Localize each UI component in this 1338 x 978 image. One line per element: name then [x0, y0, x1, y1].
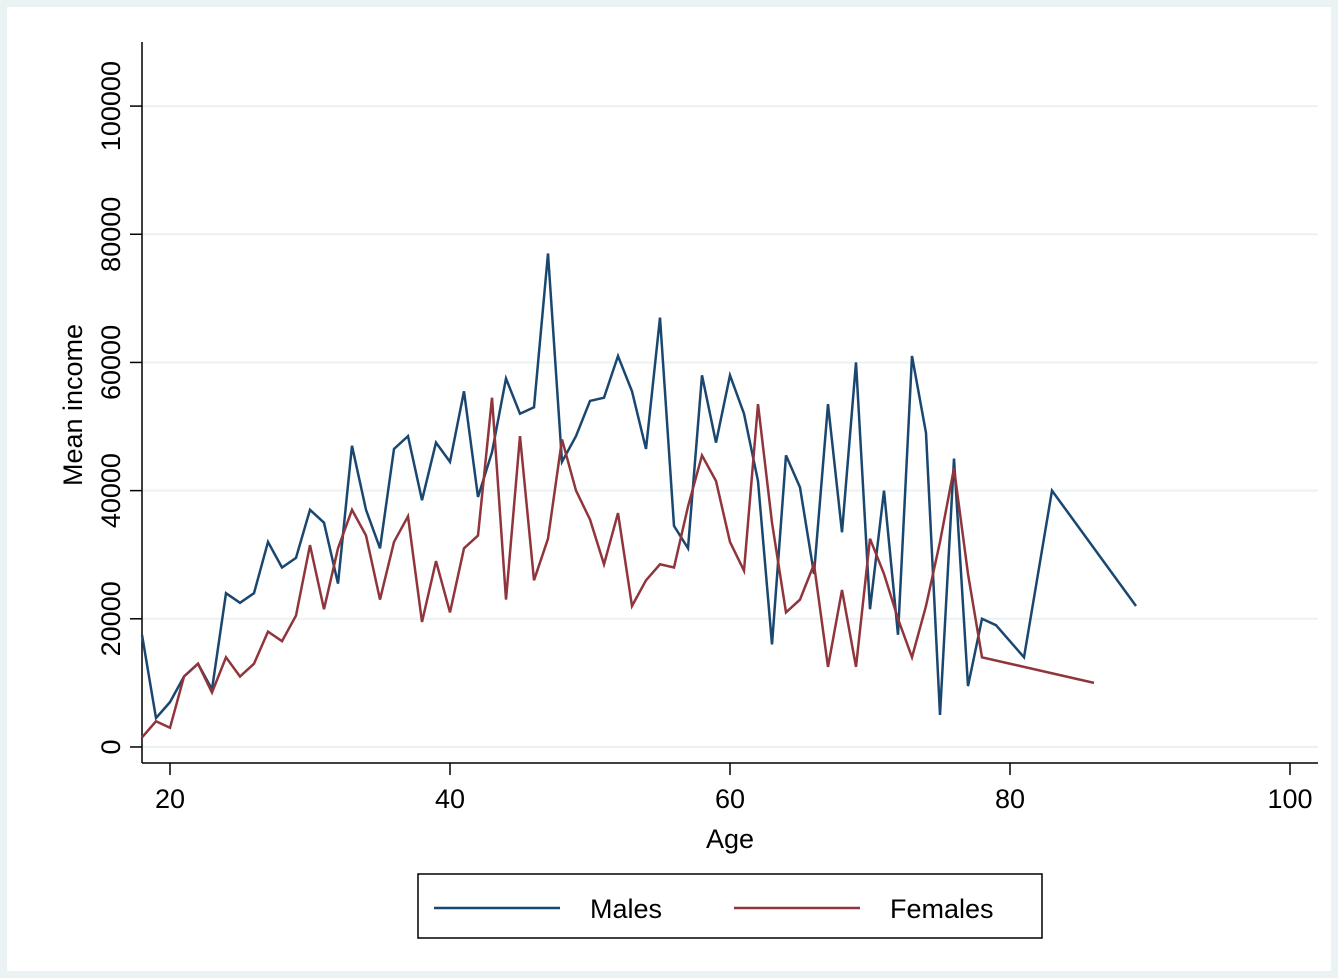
- x-tick-label-40: 40: [435, 784, 465, 814]
- y-tick-label-0: 0: [96, 739, 126, 754]
- axes: 0 20000 40000 60000 80000 100000 20 40 60 80 100: [96, 42, 1318, 814]
- series-line-females: [141, 397, 1095, 739]
- y-tick-label-20000: 20000: [96, 581, 126, 656]
- x-tick-label-60: 60: [715, 784, 745, 814]
- x-tick-label-100: 100: [1267, 784, 1312, 814]
- y-axis-title: Mean income: [58, 324, 88, 486]
- x-axis-title: Age: [706, 824, 754, 854]
- grid-layer: [142, 42, 1318, 763]
- series-line-males: [140, 253, 1138, 721]
- y-tick-label-40000: 40000: [96, 453, 126, 528]
- y-tick-label-100000: 100000: [96, 61, 126, 151]
- x-tick-label-80: 80: [995, 784, 1025, 814]
- plot-area: [142, 42, 1318, 763]
- legend-label-males: Males: [590, 894, 662, 924]
- y-tick-label-60000: 60000: [96, 325, 126, 400]
- y-tick-label-80000: 80000: [96, 197, 126, 272]
- series-layer: [140, 253, 1138, 739]
- legend: Males Females: [417, 873, 1043, 939]
- x-tick-label-20: 20: [155, 784, 185, 814]
- legend-box: [417, 873, 1043, 939]
- legend-label-females: Females: [890, 894, 994, 924]
